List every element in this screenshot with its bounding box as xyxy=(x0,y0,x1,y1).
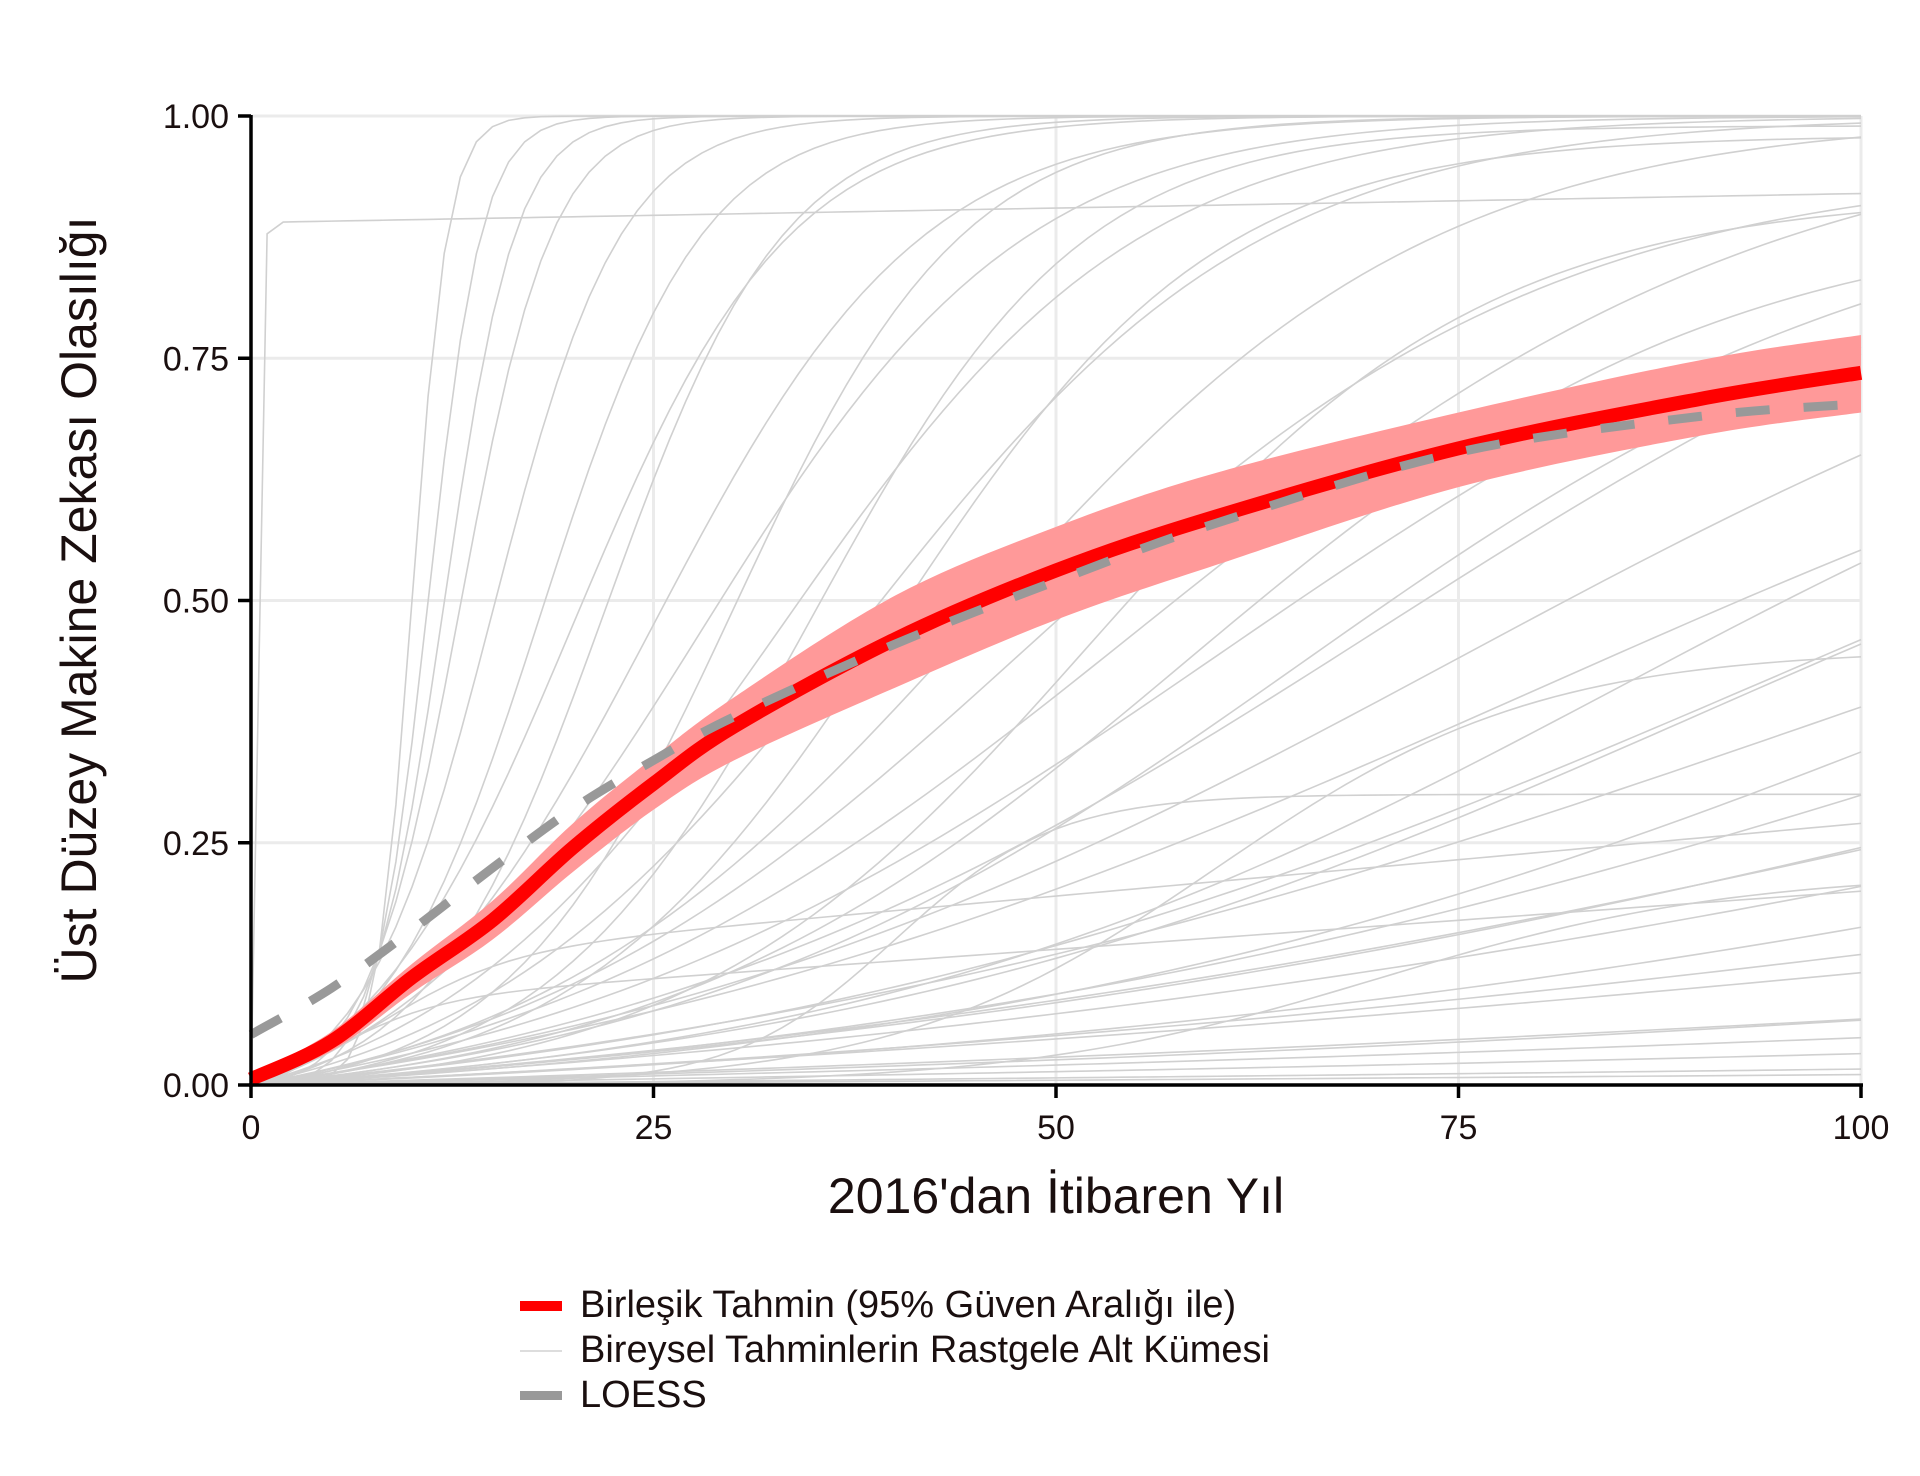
loess-line xyxy=(248,399,1862,1039)
combined-forecast-line xyxy=(248,365,1863,1086)
y-tick-label: 0.50 xyxy=(163,583,229,621)
x-tick-label: 50 xyxy=(1037,1109,1075,1147)
legend-item-combined: Birleşik Tahmin (95% Güven Aralığı ile) xyxy=(520,1283,1270,1328)
x-tick-label: 0 xyxy=(242,1109,261,1147)
legend-item-loess: LOESS xyxy=(520,1373,1270,1418)
y-axis-ticks: 0.00 0.25 0.50 0.75 1.00 xyxy=(163,98,251,1105)
y-tick-label: 1.00 xyxy=(163,98,229,136)
legend-key-red-line-icon xyxy=(520,1300,562,1311)
legend-key-dashed-gray-line-icon xyxy=(520,1391,562,1400)
confidence-band xyxy=(251,334,1861,1083)
x-tick-label: 75 xyxy=(1440,1109,1478,1147)
y-tick-label: 0.25 xyxy=(163,825,229,863)
legend-label: Bireysel Tahminlerin Rastgele Alt Kümesi xyxy=(580,1329,1270,1371)
legend-item-individual: Bireysel Tahminlerin Rastgele Alt Kümesi xyxy=(520,1328,1270,1373)
y-tick-label: 0.75 xyxy=(163,340,229,378)
y-axis-title: Üst Düzey Makine Zekası Olasılığı xyxy=(51,217,107,984)
x-axis-title: 2016'dan İtibaren Yıl xyxy=(828,1168,1284,1224)
legend-label: LOESS xyxy=(580,1374,707,1416)
x-tick-label: 100 xyxy=(1833,1109,1890,1147)
x-axis-ticks: 0 25 50 75 100 xyxy=(242,1085,1890,1147)
legend: Birleşik Tahmin (95% Güven Aralığı ile) … xyxy=(520,1283,1270,1418)
legend-key-thin-gray-line-icon xyxy=(520,1349,562,1352)
individual-forecast-curves xyxy=(250,115,1862,1086)
legend-label: Birleşik Tahmin (95% Güven Aralığı ile) xyxy=(580,1284,1237,1326)
x-tick-label: 25 xyxy=(635,1109,673,1147)
y-tick-label: 0.00 xyxy=(163,1067,229,1105)
